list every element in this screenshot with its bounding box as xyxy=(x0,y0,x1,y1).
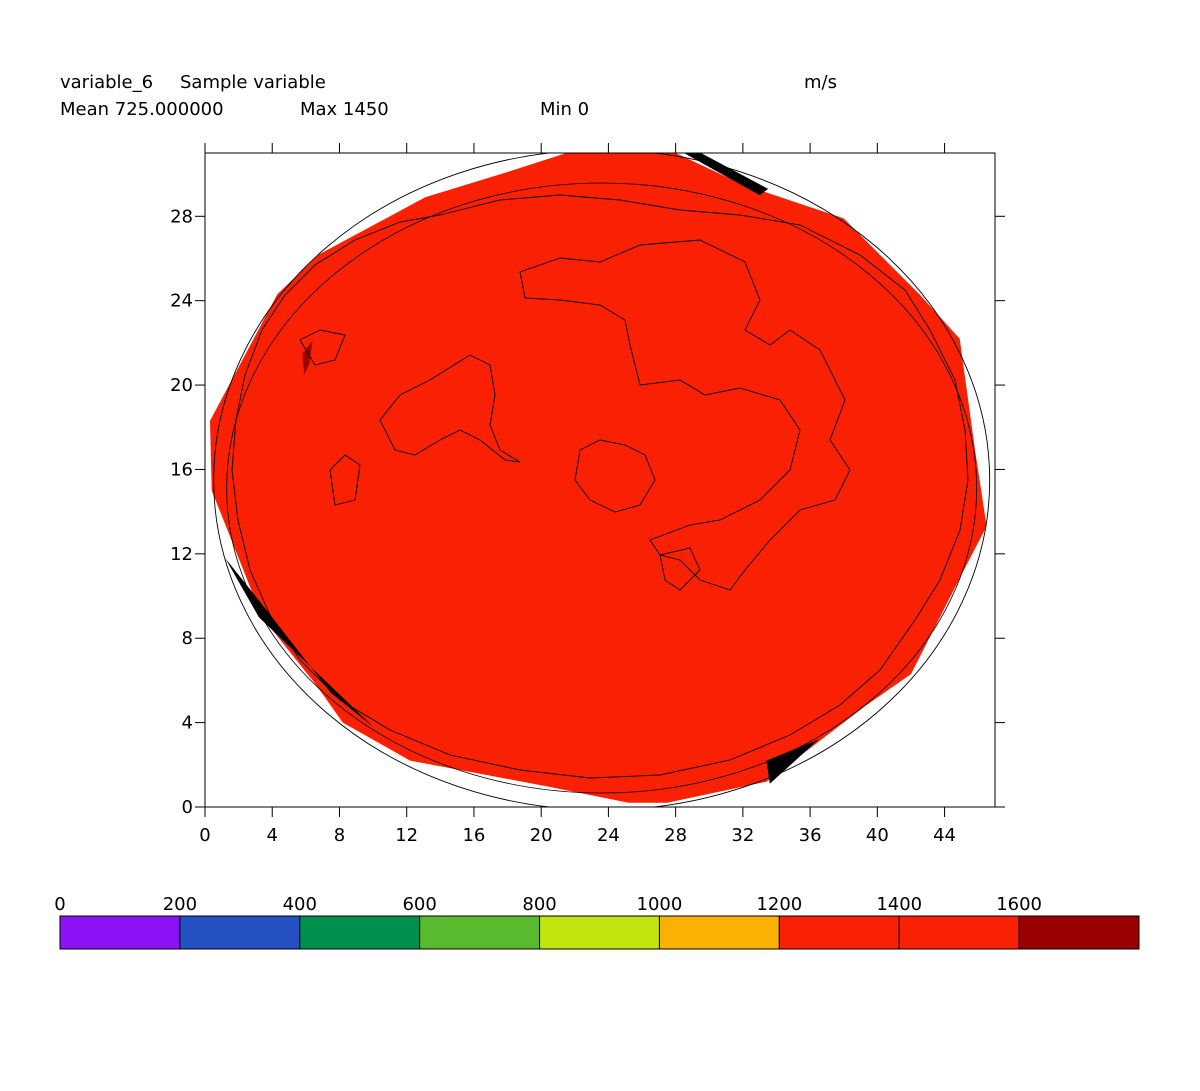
map-layer xyxy=(210,153,991,807)
y-tick-label: 28 xyxy=(170,206,193,227)
colorbar-swatch xyxy=(1018,915,1140,950)
high-value-region xyxy=(302,340,313,375)
colorbar-swatch xyxy=(419,915,541,950)
units-label: m/s xyxy=(804,72,837,93)
colorbar-label: 1600 xyxy=(996,894,1042,915)
missing-data-region xyxy=(684,153,769,196)
coastline xyxy=(329,454,361,506)
colorbar-swatch xyxy=(658,915,780,950)
colorbar: 0 200 400 600 800 1000 1200 1400 1600 xyxy=(54,894,1140,950)
coastline xyxy=(659,547,701,591)
colorbar-swatch xyxy=(898,915,1020,950)
max-stat: Max 1450 xyxy=(300,99,389,120)
colorbar-label: 1400 xyxy=(876,894,922,915)
coastline xyxy=(299,329,346,366)
colorbar-swatch xyxy=(59,915,181,950)
plot-frame xyxy=(204,152,996,808)
plot-border xyxy=(204,152,996,808)
colorbar-swatch xyxy=(299,915,421,950)
coastline xyxy=(574,439,656,513)
colorbar-label: 1000 xyxy=(637,894,683,915)
y-tick-label: 12 xyxy=(170,544,193,565)
x-tick-label: 28 xyxy=(664,825,687,846)
y-tick-label: 0 xyxy=(182,797,193,818)
missing-data-region xyxy=(766,739,819,784)
field-region xyxy=(210,153,987,803)
y-tick-label: 8 xyxy=(182,628,193,649)
y-tick-label: 24 xyxy=(170,291,193,312)
y-tick-label: 16 xyxy=(170,459,193,480)
x-tick-label: 0 xyxy=(199,825,210,846)
x-tick-label: 16 xyxy=(462,825,485,846)
min-stat: Min 0 xyxy=(540,99,590,120)
colorbar-label: 200 xyxy=(163,894,197,915)
colorbar-label: 400 xyxy=(283,894,317,915)
variable-description: Sample variable xyxy=(180,72,326,93)
colorbar-label: 600 xyxy=(402,894,436,915)
latitude-circle xyxy=(226,182,978,794)
colorbar-swatch xyxy=(179,915,301,950)
x-tick-label: 40 xyxy=(866,825,889,846)
axis-ticks: 0 4 8 12 16 20 24 28 32 36 40 44 0 4 8 12 16 20 24 28 xyxy=(170,143,1005,846)
coastline xyxy=(231,194,969,779)
x-tick-label: 24 xyxy=(597,825,620,846)
colorbar-swatch xyxy=(778,915,900,950)
colorbar-swatch xyxy=(539,915,660,950)
projection-boundary xyxy=(213,153,991,807)
x-tick-label: 4 xyxy=(267,825,278,846)
x-tick-label: 8 xyxy=(334,825,345,846)
variable-name: variable_6 xyxy=(60,72,154,93)
x-tick-label: 20 xyxy=(530,825,553,846)
coastline xyxy=(519,239,851,591)
coastline xyxy=(379,354,521,463)
colorbar-label: 800 xyxy=(522,894,556,915)
x-tick-label: 12 xyxy=(395,825,418,846)
y-tick-label: 4 xyxy=(182,713,193,734)
x-tick-label: 44 xyxy=(933,825,956,846)
mean-stat: Mean 725.000000 xyxy=(60,99,224,120)
x-tick-label: 32 xyxy=(731,825,754,846)
colorbar-label: 1200 xyxy=(756,894,802,915)
x-tick-label: 36 xyxy=(799,825,822,846)
colorbar-label: 0 xyxy=(54,894,65,915)
y-tick-label: 20 xyxy=(170,375,193,396)
